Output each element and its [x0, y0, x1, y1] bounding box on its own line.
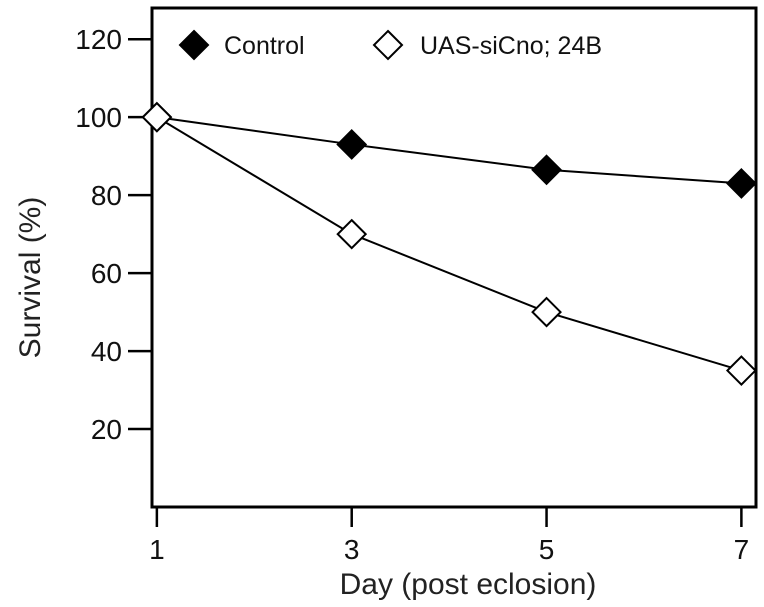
x-tick-label-7: 7	[734, 534, 750, 565]
series-0-point-5	[531, 154, 562, 186]
y-tick-label-100: 100	[75, 102, 122, 133]
legend-marker-1	[372, 29, 404, 61]
series-line-0	[156, 116, 742, 185]
y-tick-label-80: 80	[91, 180, 122, 211]
x-tick-label-5: 5	[539, 534, 555, 565]
legend-label-0: Control	[224, 32, 305, 60]
y-tick-label-120: 120	[75, 24, 122, 55]
legend-marker-0	[178, 29, 210, 61]
series-0-point-3	[336, 129, 368, 160]
legend-label-1: UAS-siCno; 24B	[420, 32, 602, 60]
plot-frame	[150, 6, 758, 509]
legend: Control UAS-siCno; 24B	[178, 29, 602, 61]
x-tick-label-3: 3	[344, 534, 360, 565]
series-0-point-7	[725, 168, 757, 199]
y-tick-label-60: 60	[91, 258, 122, 289]
y-axis-title: Survival (%)	[14, 197, 47, 359]
x-axis-title: Day (post eclosion)	[340, 568, 597, 601]
y-tick-label-20: 20	[91, 414, 122, 445]
series-1-point-3	[336, 218, 368, 250]
y-tick-label-40: 40	[91, 336, 122, 367]
series-1-point-1	[141, 101, 173, 133]
series-1-point-5	[531, 296, 562, 328]
series-1-point-7	[725, 355, 757, 386]
plot-area: 20 40 60 80 100 120 1 3 5 7	[75, 6, 758, 565]
x-tick-label-1: 1	[149, 534, 165, 565]
series-line-1	[156, 116, 742, 372]
